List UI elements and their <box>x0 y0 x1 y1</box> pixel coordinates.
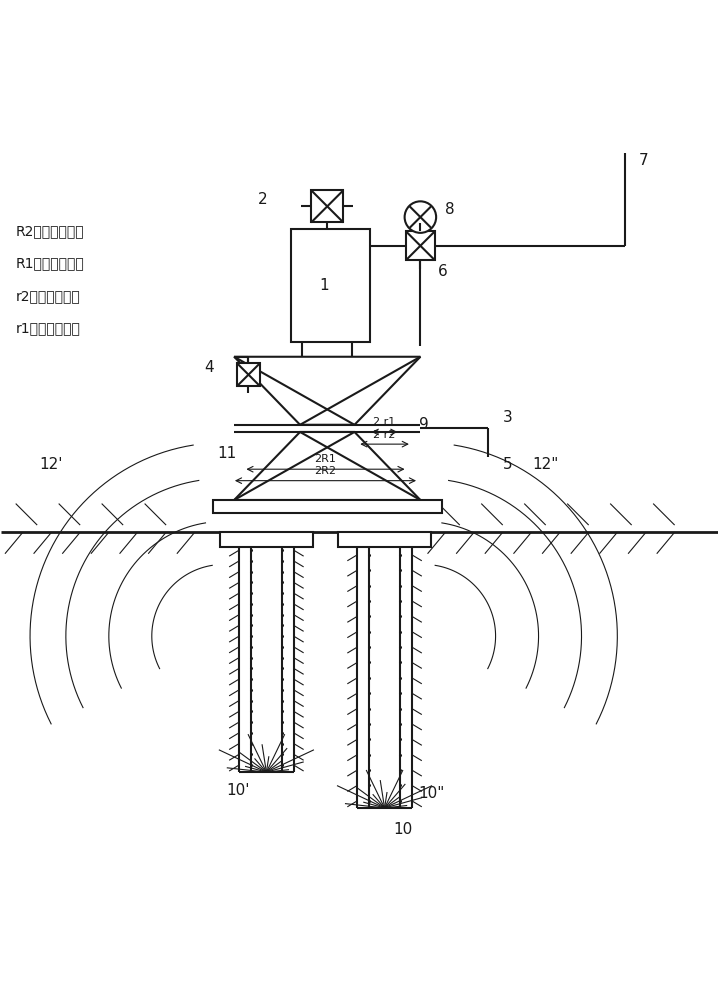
Text: 7: 7 <box>638 153 649 168</box>
Text: 9: 9 <box>419 417 429 432</box>
Text: 2: 2 <box>258 192 267 207</box>
Text: 2R1: 2R1 <box>314 454 336 464</box>
Text: 6: 6 <box>439 264 448 279</box>
Text: 12': 12' <box>40 457 63 472</box>
Bar <box>406 231 435 260</box>
Polygon shape <box>234 432 421 500</box>
Bar <box>213 500 442 513</box>
Bar <box>311 190 344 222</box>
Text: 10': 10' <box>226 783 249 798</box>
Circle shape <box>405 201 436 233</box>
Text: R2原套管外径；: R2原套管外径； <box>16 224 84 238</box>
Text: 11: 11 <box>217 446 237 461</box>
Polygon shape <box>234 357 421 425</box>
Bar <box>237 363 260 386</box>
Text: 10": 10" <box>418 786 444 801</box>
Text: 2R2: 2R2 <box>314 466 336 476</box>
Bar <box>220 532 313 547</box>
Bar <box>338 532 431 547</box>
Text: 8: 8 <box>446 202 455 217</box>
Text: r1新套管内径。: r1新套管内径。 <box>16 321 81 335</box>
Text: 1: 1 <box>319 278 329 293</box>
Text: 10: 10 <box>393 822 412 837</box>
Text: 2 r2: 2 r2 <box>373 430 395 440</box>
Text: 4: 4 <box>204 360 214 375</box>
Bar <box>291 229 370 342</box>
Text: R1原套管内径；: R1原套管内径； <box>16 257 84 271</box>
Text: 12": 12" <box>533 457 559 472</box>
Text: 5: 5 <box>503 457 513 472</box>
Text: 2 r1: 2 r1 <box>373 417 395 427</box>
Text: 3: 3 <box>503 410 513 425</box>
Text: r2新套管外径；: r2新套管外径； <box>16 289 81 303</box>
